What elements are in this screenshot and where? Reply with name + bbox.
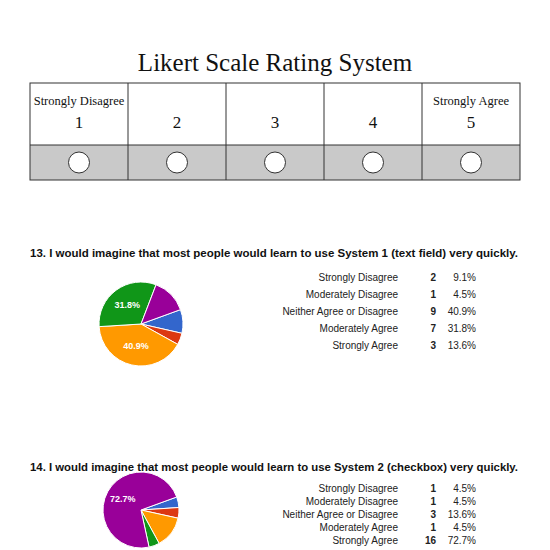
legend-label: Strongly Agree bbox=[332, 535, 398, 546]
legend-label: Strongly Agree bbox=[332, 340, 398, 351]
scale-column-divider bbox=[128, 83, 129, 180]
legend-count: 2 bbox=[430, 272, 436, 283]
legend-percent: 31.8% bbox=[448, 323, 476, 334]
scale-radio bbox=[265, 152, 286, 173]
legend-label: Moderately Agree bbox=[320, 522, 399, 533]
scale-column-label: Strongly Agree bbox=[433, 94, 509, 108]
pie-chart: 13. I would imagine that most people wou… bbox=[30, 247, 518, 366]
scale-column-value: 5 bbox=[467, 113, 476, 132]
scale-column-value: 4 bbox=[369, 113, 378, 132]
pie-slice bbox=[103, 472, 177, 548]
pie-chart: 14. I would imagine that most people wou… bbox=[30, 461, 518, 548]
legend-count: 1 bbox=[430, 522, 436, 533]
legend-count: 3 bbox=[430, 340, 436, 351]
legend-percent: 4.5% bbox=[453, 522, 476, 533]
legend-percent: 40.9% bbox=[448, 306, 476, 317]
legend-percent: 9.1% bbox=[453, 272, 476, 283]
slice-label: 40.9% bbox=[123, 341, 149, 351]
legend-percent: 13.6% bbox=[448, 509, 476, 520]
scale-frame bbox=[30, 83, 520, 180]
chart-title: 13. I would imagine that most people wou… bbox=[30, 247, 518, 259]
scale-column-divider bbox=[226, 83, 227, 180]
scale-radio bbox=[167, 152, 188, 173]
scale-column-divider bbox=[324, 83, 325, 180]
legend-label: Moderately Disagree bbox=[306, 289, 399, 300]
legend-percent: 4.5% bbox=[453, 483, 476, 494]
legend: Strongly Disagree 1 4.5% Moderately Disagre… bbox=[282, 483, 476, 546]
chart-title: 14. I would imagine that most people wou… bbox=[30, 461, 518, 473]
legend-percent: 13.6% bbox=[448, 340, 476, 351]
pie-slices bbox=[103, 472, 179, 548]
legend-count: 1 bbox=[430, 496, 436, 507]
scale-radio bbox=[69, 152, 90, 173]
pie-slice bbox=[141, 285, 180, 324]
scale-row-divider bbox=[30, 145, 520, 146]
legend-label: Strongly Disagree bbox=[319, 483, 399, 494]
canvas: Likert Scale Rating System Strongly Disag… bbox=[0, 0, 550, 550]
legend-count: 1 bbox=[430, 289, 436, 300]
scale-column-divider bbox=[422, 83, 423, 180]
scale-column-value: 2 bbox=[173, 113, 182, 132]
scale-answer-row bbox=[30, 145, 520, 180]
slice-labels: 40.9% 31.8% bbox=[115, 300, 149, 351]
legend-count: 9 bbox=[430, 306, 436, 317]
legend-label: Neither Agree or Disagree bbox=[282, 509, 398, 520]
legend-percent: 72.7% bbox=[448, 535, 476, 546]
legend-label: Neither Agree or Disagree bbox=[282, 306, 398, 317]
legend-count: 3 bbox=[430, 509, 436, 520]
scale-radio bbox=[363, 152, 384, 173]
scale-column-label: Strongly Disagree bbox=[34, 94, 125, 108]
legend-percent: 4.5% bbox=[453, 289, 476, 300]
slice-labels: 72.7% bbox=[110, 494, 136, 504]
scale-table: Strongly Disagree 1 2 3 4 Strongly Agree 5 bbox=[30, 83, 520, 180]
slice-label: 31.8% bbox=[115, 300, 141, 310]
pie-slice bbox=[99, 324, 178, 366]
legend-label: Strongly Disagree bbox=[319, 272, 399, 283]
legend-count: 7 bbox=[430, 323, 436, 334]
legend-count: 1 bbox=[430, 483, 436, 494]
legend-label: Moderately Disagree bbox=[306, 496, 399, 507]
slice-label: 72.7% bbox=[110, 494, 136, 504]
scale-title: Likert Scale Rating System bbox=[138, 49, 413, 76]
legend-percent: 4.5% bbox=[453, 496, 476, 507]
legend-label: Moderately Agree bbox=[320, 323, 399, 334]
page: Likert Scale Rating System Strongly Disag… bbox=[0, 0, 550, 550]
scale-column-value: 3 bbox=[271, 113, 280, 132]
pie-slices bbox=[99, 282, 183, 366]
legend-count: 16 bbox=[425, 535, 437, 546]
scale-radio bbox=[461, 152, 482, 173]
scale-column-value: 1 bbox=[75, 113, 84, 132]
legend: Strongly Disagree 2 9.1% Moderately Disagre… bbox=[282, 272, 476, 351]
